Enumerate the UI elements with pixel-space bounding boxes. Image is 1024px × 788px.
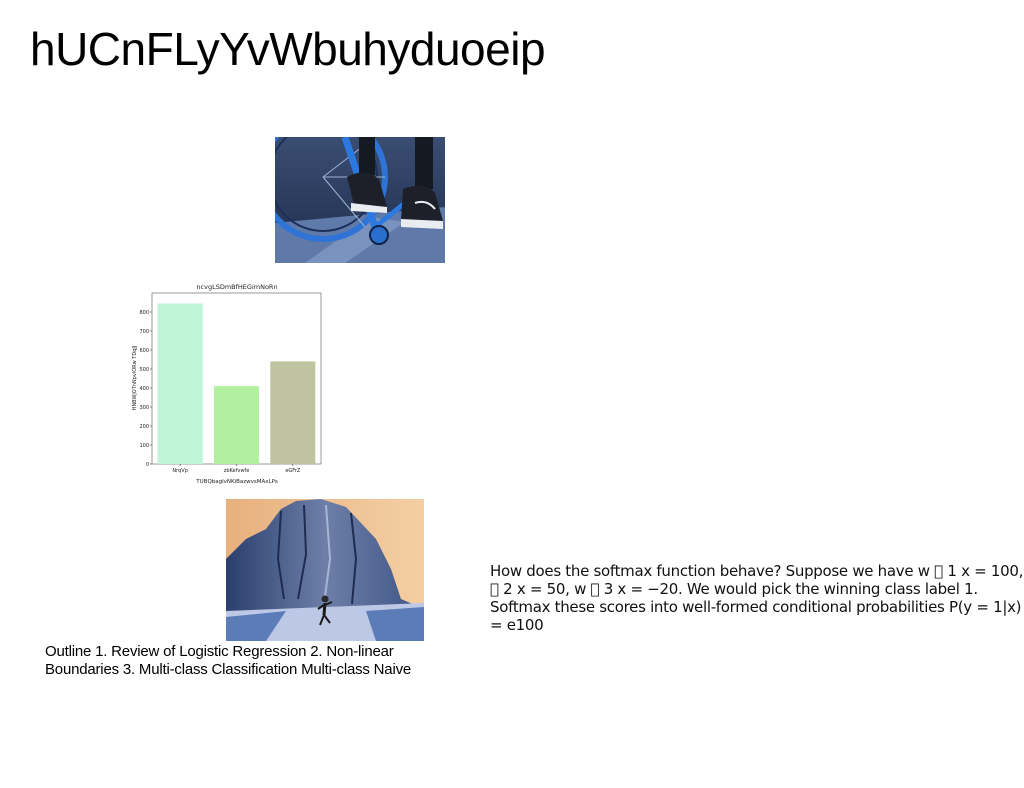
bar-zbKefvwfe [213, 386, 260, 464]
x-tick-label: zbKefvwfe [224, 468, 250, 474]
x-axis-label: TUBQbaglvNKiBazwvsMAxLPs [195, 479, 278, 485]
y-tick-label: 200 [139, 424, 149, 430]
y-tick-label: 600 [139, 348, 149, 354]
y-tick-label: 0 [146, 462, 149, 468]
chart-title: ncvgLSDmBfHEGimNoRn [196, 283, 277, 291]
bars [157, 303, 316, 464]
cliff-runner-photo [226, 499, 424, 641]
y-tick-label: 400 [139, 386, 149, 392]
outline-text: Outline 1. Review of Logistic Regression… [45, 643, 412, 678]
x-tick-label: NrqVp [172, 468, 187, 474]
y-axis-ticks: 0 100 200 300 400 500 600 700 800 [139, 310, 152, 468]
bike-sneakers-photo [275, 137, 445, 263]
y-axis-label: HNBWjOTnNpvlORw TDqJJ [132, 346, 138, 411]
x-tick-label: eGFrZ [285, 468, 301, 474]
y-tick-label: 700 [139, 329, 149, 335]
y-tick-label: 800 [139, 310, 149, 316]
bar-eGFrZ [270, 361, 316, 464]
bar-chart: ncvgLSDmBfHEGimNoRn 0 100 200 300 400 500 600 7… [128, 280, 326, 488]
y-tick-label: 100 [139, 443, 149, 449]
softmax-text: How does the softmax function behave? Su… [490, 562, 1024, 634]
bar-NrqVp [157, 303, 203, 464]
y-tick-label: 500 [139, 367, 149, 373]
slide-title: hUCnFLyYvWbuhyduoeip [30, 23, 546, 75]
x-axis-ticks: NrqVp zbKefvwfe eGFrZ [172, 464, 301, 474]
y-tick-label: 300 [139, 405, 149, 411]
